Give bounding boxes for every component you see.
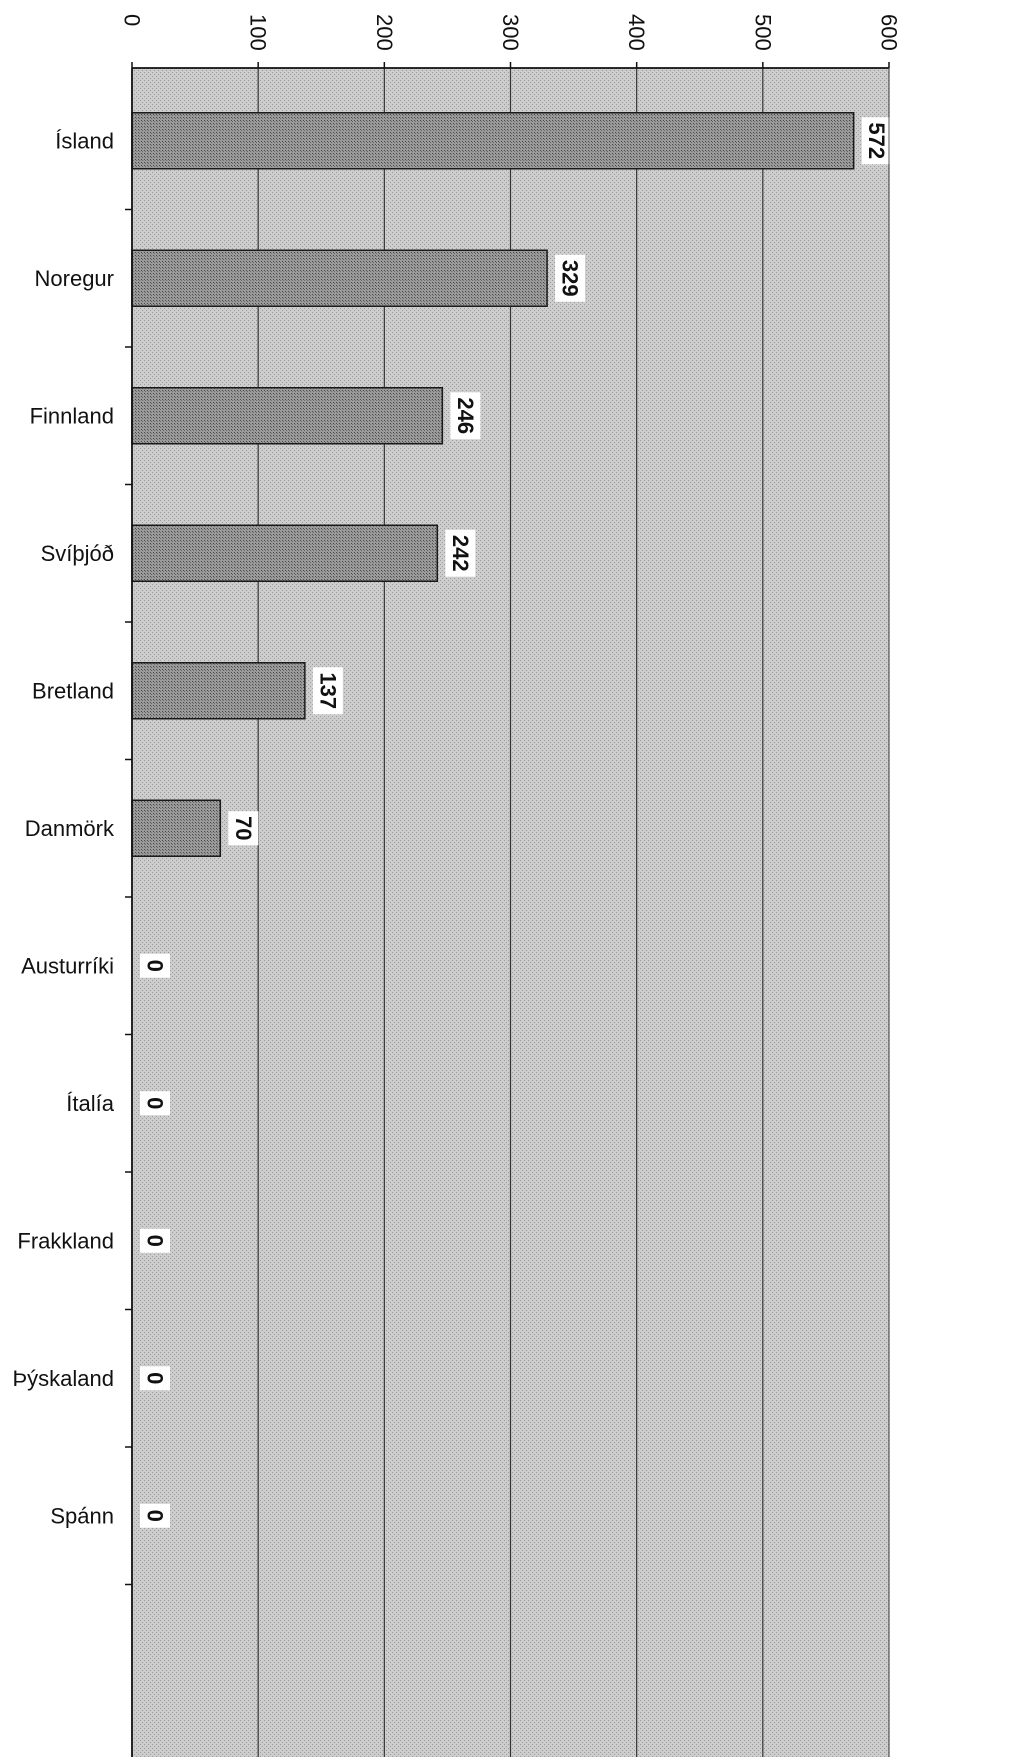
value-label: 0 — [140, 1503, 170, 1528]
value-label-box — [228, 811, 259, 846]
bar — [131, 387, 444, 445]
tick-label: 200 — [372, 14, 397, 51]
value-label-text: 0 — [143, 1510, 168, 1522]
tick-label: 0 — [120, 14, 145, 26]
value-label: 329 — [555, 254, 586, 302]
bar — [131, 112, 855, 170]
value-label-box — [445, 529, 476, 577]
value-label: 246 — [450, 392, 481, 440]
value-label-text: 0 — [143, 1235, 168, 1247]
axes — [125, 62, 890, 1757]
value-label: 0 — [140, 1366, 170, 1391]
value-label-text: 0 — [143, 960, 168, 972]
value-label-box — [861, 117, 892, 165]
bar — [131, 249, 548, 307]
value-label-text: 137 — [315, 672, 340, 709]
value-label-text: 329 — [558, 260, 583, 297]
value-label-text: 0 — [143, 1372, 168, 1384]
value-label-box — [140, 1366, 170, 1391]
value-label-box — [140, 1091, 170, 1116]
tick-label: 400 — [624, 14, 649, 51]
category-label: Svíþjóð — [41, 541, 114, 566]
category-label: Austurríki — [21, 953, 114, 978]
value-label-text: 70 — [231, 816, 256, 840]
value-label-box — [450, 392, 481, 440]
tick-label: 300 — [498, 14, 523, 51]
category-labels: Ísland Noregur Finnland Svíþjóð Bretland Danm… — [12, 128, 115, 1528]
category-label: Spánn — [50, 1503, 114, 1528]
tick-label: 600 — [877, 14, 902, 51]
value-label: 572 — [861, 117, 892, 165]
category-label: Noregur — [35, 266, 114, 291]
tick-label: 500 — [750, 14, 775, 51]
category-label: Danmörk — [25, 816, 115, 841]
tick-label: 100 — [246, 14, 271, 51]
bars: 572 329 246 242 137 70 0 0 0 0 0 — [131, 112, 892, 1528]
category-label: Frakkland — [17, 1228, 114, 1253]
category-label: Finnland — [30, 403, 114, 428]
value-label-text: 0 — [143, 1097, 168, 1109]
category-label: Bretland — [32, 678, 114, 703]
value-label: 137 — [312, 667, 343, 715]
value-label-text: 242 — [448, 535, 473, 572]
value-label: 242 — [445, 529, 476, 577]
value-label-box — [555, 254, 586, 302]
value-label-text: 572 — [864, 122, 889, 159]
category-label: Ítalía — [66, 1091, 114, 1116]
value-label: 0 — [140, 1228, 170, 1253]
category-label: Þýskaland — [12, 1366, 114, 1391]
value-label-box — [312, 667, 343, 715]
value-label-text: 246 — [453, 397, 478, 434]
value-label: 0 — [140, 953, 170, 978]
value-label-box — [140, 1503, 170, 1528]
tick-labels: 0 100 200 300 400 500 600 — [120, 14, 902, 51]
value-label-box — [140, 953, 170, 978]
bar — [131, 799, 222, 857]
value-label: 70 — [228, 811, 259, 846]
bar — [131, 662, 306, 720]
bar — [131, 524, 439, 582]
value-label-box — [140, 1228, 170, 1253]
value-label: 0 — [140, 1091, 170, 1116]
category-label: Ísland — [55, 128, 114, 153]
